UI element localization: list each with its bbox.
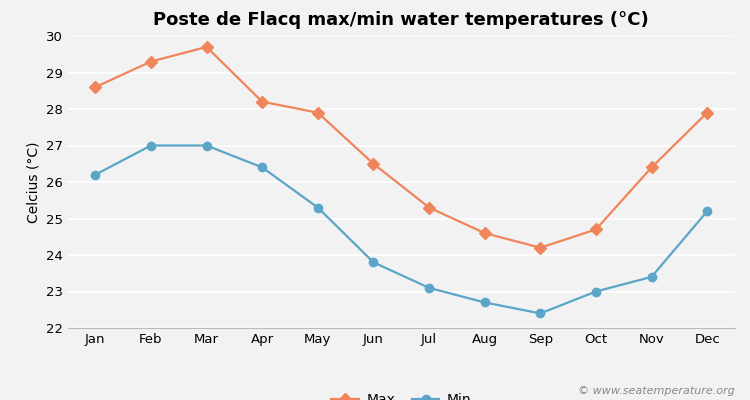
Min	[703, 209, 712, 214]
Min	[314, 205, 322, 210]
Min	[369, 260, 378, 265]
Max	[536, 245, 544, 250]
Title: Poste de Flacq max/min water temperatures (°C): Poste de Flacq max/min water temperature…	[153, 11, 649, 29]
Min	[258, 165, 267, 170]
Line: Min: Min	[92, 141, 711, 318]
Min	[424, 286, 433, 290]
Max	[703, 110, 712, 115]
Max	[146, 59, 155, 64]
Min	[91, 172, 100, 177]
Max	[258, 99, 267, 104]
Line: Max: Max	[92, 43, 711, 252]
Max	[592, 227, 601, 232]
Min	[202, 143, 211, 148]
Min	[647, 274, 656, 279]
Max	[480, 231, 489, 236]
Max	[647, 165, 656, 170]
Max	[314, 110, 322, 115]
Max	[91, 85, 100, 90]
Legend: Max, Min: Max, Min	[326, 388, 476, 400]
Min	[592, 289, 601, 294]
Max	[369, 161, 378, 166]
Min	[536, 311, 544, 316]
Max	[424, 205, 433, 210]
Min	[480, 300, 489, 305]
Max	[202, 44, 211, 49]
Text: © www.seatemperature.org: © www.seatemperature.org	[578, 386, 735, 396]
Y-axis label: Celcius (°C): Celcius (°C)	[26, 141, 40, 223]
Min	[146, 143, 155, 148]
